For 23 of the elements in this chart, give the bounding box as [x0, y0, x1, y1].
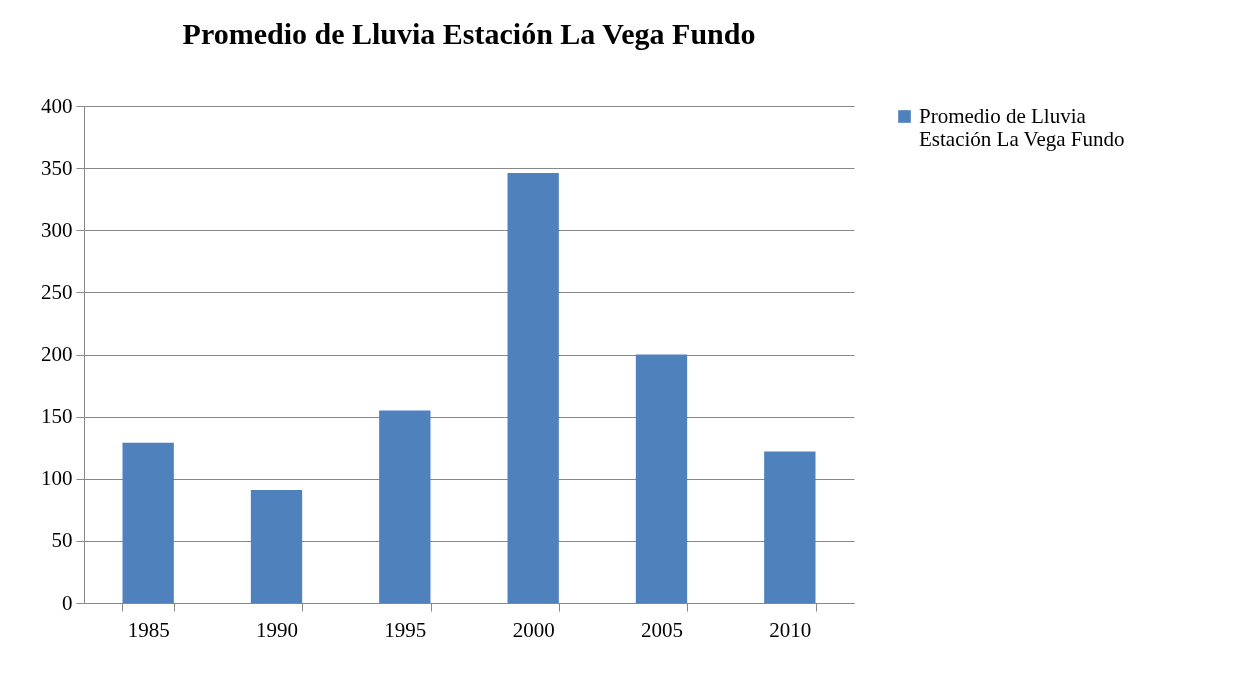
legend-label: Promedio de Lluvia Estación La Vega Fundo [919, 103, 1125, 151]
x-tick-label: 1990 [256, 617, 298, 642]
bar [635, 354, 688, 603]
y-tick-label: 400 [41, 93, 73, 118]
y-tick-label: 150 [41, 404, 73, 429]
y-tick-label: 300 [41, 217, 73, 242]
y-tick-label: 100 [41, 466, 73, 491]
x-tick-label: 2010 [769, 617, 812, 642]
y-tick-label: 0 [62, 590, 73, 615]
bar [122, 442, 174, 603]
x-tick-label: 2005 [641, 617, 683, 642]
x-tick-label: 1985 [127, 617, 170, 642]
bar [250, 489, 303, 603]
x-tick-label: 2000 [512, 617, 555, 642]
y-tick-label: 250 [41, 279, 73, 304]
bar [764, 451, 816, 603]
y-tick-label: 50 [51, 528, 73, 553]
bar [507, 173, 559, 603]
chart-title: Promedio de Lluvia Estación La Vega Fundo [182, 17, 756, 50]
y-tick-label: 350 [41, 155, 73, 180]
y-tick-label: 200 [41, 342, 73, 366]
x-tick-label: 1995 [384, 617, 427, 642]
bar [379, 410, 431, 603]
